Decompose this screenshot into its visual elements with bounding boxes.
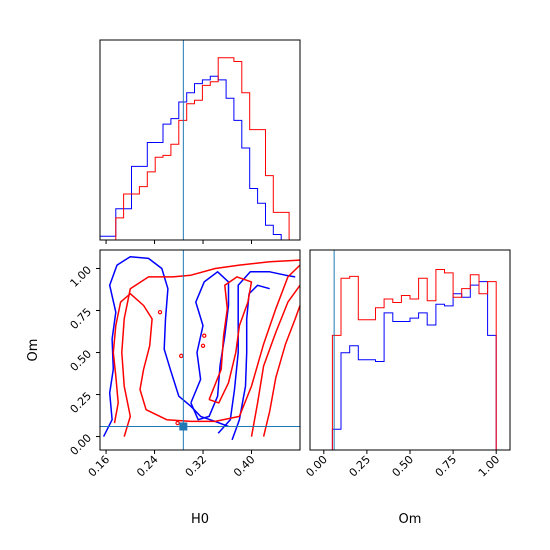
- om-xtick-label: 0.00: [303, 453, 330, 480]
- om-histogram-frame: [309, 249, 511, 451]
- contour-ytick-label: 0.00: [68, 431, 95, 458]
- contour-frame: [99, 249, 301, 451]
- red-contour-1: [121, 259, 301, 437]
- om-histogram-red: [315, 269, 505, 451]
- om-histogram-blue: [315, 281, 505, 451]
- red-contour-island: [179, 353, 184, 359]
- h0-om-contour-panel: 0.16 0.24 0.32 0.400.000.250.500.751.00 H0 …: [26, 249, 301, 527]
- x-axis-label-h0: H0: [191, 512, 209, 527]
- red-contour-0: [112, 264, 301, 424]
- contour-ytick-label: 0.25: [68, 389, 95, 416]
- blue-contour-0: [102, 255, 229, 437]
- red-contour-island: [200, 343, 206, 348]
- contour-xtick-label: 0.40: [231, 453, 258, 480]
- h0-histogram-red: [100, 57, 297, 241]
- contour-ytick-label: 0.75: [68, 305, 95, 332]
- red-contour-2: [208, 276, 253, 404]
- om-xtick-label: 1.00: [476, 453, 503, 480]
- h0-histogram-frame: [99, 39, 301, 241]
- red-contour-4: [262, 305, 301, 437]
- om-histogram-panel: 0.00 0.25 0.50 0.75 1.00 Om: [303, 249, 511, 527]
- blue-contour-2: [217, 271, 296, 434]
- contour-xtick-label: 0.24: [134, 453, 161, 480]
- om-xtick-label: 0.75: [433, 453, 460, 480]
- om-xtick-label: 0.50: [390, 453, 417, 480]
- contour-xtick-label: 0.32: [183, 453, 210, 480]
- red-contour-island: [202, 333, 207, 338]
- x-axis-label-om: Om: [399, 512, 422, 527]
- red-contour-island: [175, 420, 180, 426]
- contour-ytick-label: 0.50: [68, 347, 95, 374]
- h0-histogram-panel: [99, 39, 301, 244]
- red-contour-3: [250, 284, 301, 437]
- red-contour-island: [157, 309, 163, 315]
- y-axis-label-om: Om: [26, 339, 41, 362]
- contour-xtick-label: 0.16: [86, 453, 113, 480]
- truth-marker: [179, 422, 188, 431]
- contour-ytick-label: 1.00: [68, 263, 95, 290]
- h0-histogram-blue: [99, 75, 297, 241]
- om-xtick-label: 0.25: [347, 453, 374, 480]
